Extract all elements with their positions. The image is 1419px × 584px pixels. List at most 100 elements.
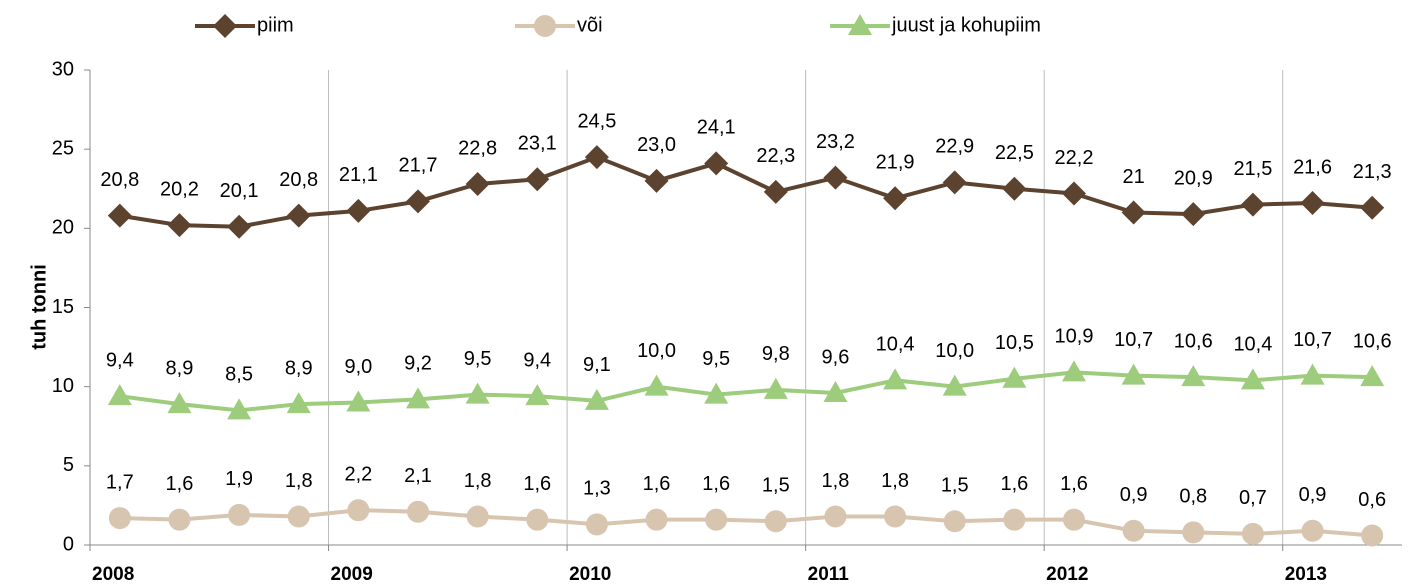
data-label: 22,2 bbox=[1055, 147, 1094, 169]
data-label: 0,6 bbox=[1358, 489, 1386, 511]
legend-label: piim bbox=[257, 14, 294, 36]
data-label: 1,7 bbox=[106, 471, 134, 493]
marker bbox=[286, 392, 311, 414]
marker bbox=[942, 170, 967, 195]
y-axis-label: tuh tonni bbox=[28, 264, 50, 350]
marker bbox=[1121, 200, 1146, 225]
data-label: 21,1 bbox=[339, 164, 378, 186]
marker bbox=[227, 398, 252, 420]
y-tick-label: 10 bbox=[52, 375, 74, 397]
marker bbox=[108, 507, 131, 530]
marker bbox=[287, 505, 310, 528]
x-tick-label: 2012 bbox=[1046, 564, 1088, 584]
marker bbox=[883, 186, 908, 211]
data-label: 9,5 bbox=[464, 348, 492, 370]
data-label: 21 bbox=[1123, 166, 1145, 188]
marker bbox=[1240, 368, 1265, 390]
data-label: 20,1 bbox=[220, 180, 259, 202]
marker bbox=[1300, 363, 1325, 385]
data-label: 24,1 bbox=[697, 117, 736, 139]
marker bbox=[1360, 365, 1385, 387]
data-label: 22,8 bbox=[458, 137, 497, 159]
data-label: 1,9 bbox=[225, 468, 253, 490]
data-label: 21,5 bbox=[1233, 158, 1272, 180]
data-label: 20,9 bbox=[1174, 167, 1213, 189]
data-label: 1,6 bbox=[523, 473, 551, 495]
marker bbox=[824, 505, 847, 528]
marker bbox=[884, 505, 907, 528]
marker bbox=[1181, 365, 1206, 387]
data-label: 9,4 bbox=[106, 349, 134, 371]
data-label: 1,6 bbox=[1000, 473, 1028, 495]
marker bbox=[465, 382, 490, 404]
marker bbox=[645, 508, 668, 531]
marker bbox=[943, 510, 966, 533]
legend-marker bbox=[534, 15, 556, 37]
data-label: 9,1 bbox=[583, 354, 611, 376]
y-tick-label: 30 bbox=[52, 58, 74, 80]
marker bbox=[704, 382, 729, 404]
data-label: 1,8 bbox=[285, 470, 313, 492]
data-label: 10,9 bbox=[1055, 326, 1094, 348]
y-tick-label: 5 bbox=[63, 454, 74, 476]
data-label: 0,8 bbox=[1179, 486, 1207, 508]
data-label: 23,2 bbox=[816, 131, 855, 153]
x-tick-label: 2011 bbox=[808, 564, 850, 584]
data-label: 1,6 bbox=[643, 473, 671, 495]
data-label: 1,8 bbox=[822, 470, 850, 492]
data-label: 1,6 bbox=[166, 473, 194, 495]
data-label: 10,5 bbox=[995, 332, 1034, 354]
marker bbox=[227, 214, 252, 239]
marker bbox=[346, 198, 371, 223]
marker bbox=[406, 189, 430, 214]
marker bbox=[584, 388, 609, 410]
data-label: 1,8 bbox=[881, 470, 909, 492]
data-label: 1,3 bbox=[583, 478, 611, 500]
marker bbox=[346, 390, 371, 412]
data-label: 8,9 bbox=[285, 357, 313, 379]
marker bbox=[763, 377, 788, 399]
marker bbox=[465, 172, 490, 196]
marker bbox=[525, 167, 550, 192]
data-label: 0,9 bbox=[1299, 484, 1327, 506]
data-label: 1,6 bbox=[1060, 473, 1088, 495]
marker bbox=[466, 505, 489, 528]
data-label: 20,2 bbox=[160, 178, 199, 200]
marker bbox=[1122, 519, 1145, 542]
legend-marker bbox=[848, 14, 872, 35]
data-label: 24,5 bbox=[577, 110, 616, 132]
data-label: 21,6 bbox=[1293, 156, 1332, 178]
series-line bbox=[119, 154, 1373, 229]
y-tick-label: 0 bbox=[63, 533, 74, 555]
data-label: 23,0 bbox=[637, 134, 676, 156]
marker bbox=[942, 374, 967, 396]
marker bbox=[167, 392, 192, 414]
marker bbox=[1361, 524, 1384, 547]
marker bbox=[1062, 360, 1086, 382]
marker bbox=[704, 151, 729, 176]
data-label: 1,6 bbox=[702, 473, 730, 495]
marker bbox=[1240, 192, 1265, 217]
marker bbox=[407, 500, 429, 523]
marker bbox=[168, 508, 191, 531]
marker bbox=[1002, 366, 1027, 388]
data-label: 1,5 bbox=[941, 475, 969, 497]
data-label: 20,8 bbox=[100, 169, 139, 191]
data-label: 9,4 bbox=[523, 349, 551, 371]
marker bbox=[107, 203, 132, 228]
marker bbox=[406, 387, 430, 409]
data-label: 9,5 bbox=[702, 348, 730, 370]
marker bbox=[1301, 519, 1324, 542]
marker bbox=[764, 510, 787, 533]
data-label: 22,5 bbox=[995, 142, 1034, 164]
data-label: 9,0 bbox=[344, 356, 372, 378]
marker bbox=[1181, 202, 1206, 227]
x-tick-label: 2009 bbox=[331, 564, 373, 584]
data-label: 1,8 bbox=[464, 470, 492, 492]
data-label: 10,0 bbox=[637, 340, 676, 362]
marker bbox=[167, 213, 192, 238]
data-label: 9,8 bbox=[762, 343, 790, 365]
legend-label: või bbox=[577, 14, 603, 36]
marker bbox=[1241, 522, 1264, 545]
